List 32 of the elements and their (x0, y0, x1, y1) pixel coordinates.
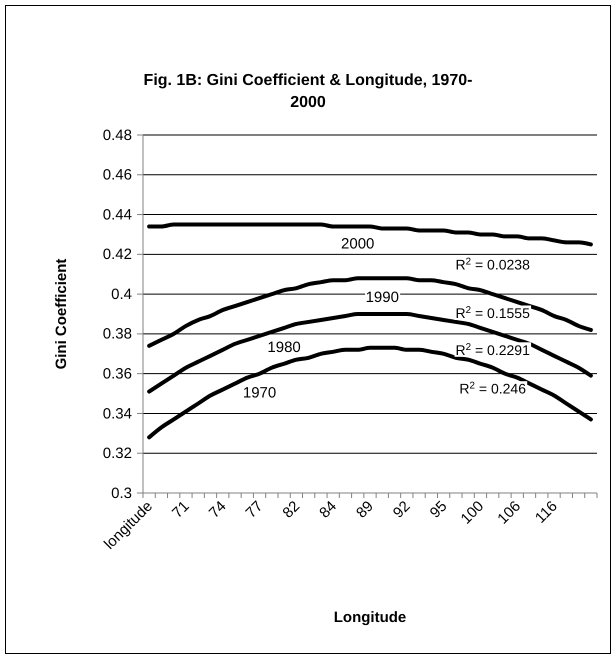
x-tick-label: 92 (390, 498, 414, 522)
y-axis-title: Gini Coefficient (53, 258, 70, 370)
y-tick-label: 0.3 (111, 484, 132, 502)
y-tick-label: 0.32 (102, 445, 132, 462)
x-tick-label: 71 (168, 498, 193, 522)
x-tick-label: 77 (242, 498, 266, 522)
x-tick-label: 89 (353, 498, 377, 522)
x-axis-title: Longitude (334, 609, 406, 626)
x-tick-label: 106 (494, 498, 524, 528)
x-tick-label: 74 (206, 498, 230, 522)
y-tick-label: 0.34 (102, 405, 132, 422)
annotation: R$^{2}$ = 0.246 (459, 380, 526, 397)
y-tick-label: 0.38 (102, 326, 132, 343)
y-tick-label: 0.4 (111, 286, 132, 303)
chart-title: Fig. 1B: Gini Coefficient & Longitude, 1970-2000 (144, 72, 472, 111)
series-label: 1980 (267, 338, 301, 356)
series-label: 2000 (341, 235, 374, 252)
x-tick-label: 82 (279, 498, 304, 522)
y-tick-label: 0.48 (102, 126, 132, 144)
y-tick-label: 0.44 (102, 206, 132, 224)
y-tick-label: 0.46 (102, 166, 132, 184)
series-label: 1990 (366, 289, 399, 306)
x-tick-label: 116 (532, 498, 561, 527)
x-tick-label: 100 (458, 498, 488, 528)
series-label: 1970 (242, 384, 276, 402)
annotation: R$^{2}$ = 0.0238 (456, 256, 530, 272)
annotation: R$^{2}$ = 0.2291 (456, 341, 530, 358)
x-tick-label: 95 (426, 498, 450, 522)
x-tick-label: 84 (316, 498, 340, 522)
y-tick-label: 0.36 (102, 365, 132, 382)
y-tick-label: 0.42 (102, 246, 132, 264)
annotation: R$^{2}$ = 0.1555 (456, 304, 530, 322)
